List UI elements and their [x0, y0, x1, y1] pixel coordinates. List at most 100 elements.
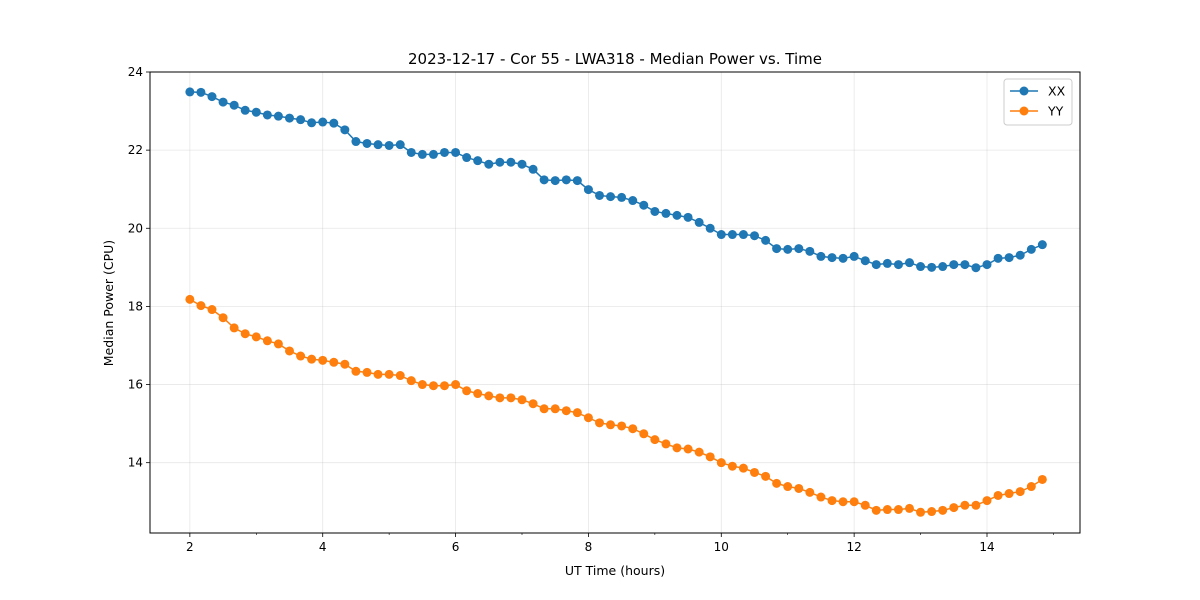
series-xx	[185, 87, 1047, 273]
data-point-yy	[783, 482, 793, 492]
data-point-xx	[428, 149, 438, 159]
series-layer	[185, 87, 1047, 517]
data-point-xx	[971, 263, 981, 273]
data-point-yy	[207, 305, 217, 315]
data-point-xx	[1037, 240, 1047, 250]
y-tick-label: 22	[128, 143, 143, 157]
data-point-yy	[351, 366, 361, 376]
data-point-yy	[1004, 489, 1014, 499]
data-point-yy	[484, 391, 494, 401]
data-point-xx	[506, 157, 516, 167]
data-point-xx	[606, 192, 616, 202]
data-point-xx	[639, 200, 649, 210]
data-point-xx	[561, 175, 571, 185]
data-point-yy	[451, 380, 461, 390]
data-point-yy	[373, 369, 383, 379]
data-point-xx	[296, 115, 306, 125]
data-point-yy	[993, 490, 1003, 500]
data-point-xx	[550, 176, 560, 186]
data-point-xx	[871, 260, 881, 270]
x-tick-label: 2	[186, 540, 194, 554]
data-point-xx	[517, 159, 527, 169]
data-point-xx	[495, 157, 505, 167]
chart-title: 2023-12-17 - Cor 55 - LWA318 - Median Po…	[408, 50, 822, 68]
data-point-yy	[528, 399, 538, 409]
data-point-xx	[993, 253, 1003, 263]
legend: XX YY	[1003, 78, 1073, 126]
data-point-xx	[816, 251, 826, 261]
y-tick-label: 16	[128, 378, 143, 392]
data-point-yy	[218, 313, 228, 323]
x-tick-label: 10	[714, 540, 729, 554]
data-point-yy	[517, 395, 527, 405]
data-point-yy	[716, 458, 726, 468]
data-point-xx	[1004, 253, 1014, 263]
y-tick-label: 14	[128, 456, 143, 470]
data-point-yy	[949, 503, 959, 513]
data-point-yy	[661, 439, 671, 449]
data-point-xx	[595, 190, 605, 200]
data-point-xx	[650, 206, 660, 216]
data-point-yy	[860, 500, 870, 510]
data-point-xx	[860, 256, 870, 266]
data-point-xx	[185, 87, 195, 97]
data-point-yy	[617, 421, 627, 431]
data-point-yy	[262, 336, 272, 346]
data-point-xx	[938, 262, 948, 272]
data-point-yy	[307, 354, 317, 364]
data-point-yy	[240, 329, 250, 339]
data-point-yy	[539, 404, 549, 414]
data-point-xx	[949, 260, 959, 270]
data-point-xx	[1026, 244, 1036, 254]
x-tick-label: 8	[585, 540, 593, 554]
data-point-yy	[273, 339, 283, 349]
data-point-xx	[451, 147, 461, 157]
x-axis-label: UT Time (hours)	[565, 563, 665, 578]
data-point-xx	[849, 251, 859, 261]
data-point-yy	[340, 359, 350, 369]
data-point-xx	[927, 262, 937, 272]
data-point-yy	[561, 406, 571, 416]
data-point-yy	[406, 376, 416, 386]
data-point-yy	[285, 346, 294, 356]
data-point-xx	[285, 113, 294, 123]
data-point-xx	[218, 97, 228, 107]
data-point-yy	[572, 408, 582, 418]
data-point-yy	[871, 505, 881, 515]
data-point-xx	[882, 258, 892, 268]
data-point-yy	[982, 496, 992, 506]
data-point-yy	[495, 393, 505, 403]
data-point-xx	[916, 262, 926, 272]
data-point-xx	[462, 153, 472, 163]
data-point-xx	[694, 217, 704, 227]
data-point-yy	[738, 463, 748, 473]
data-point-yy	[550, 404, 560, 414]
data-point-yy	[229, 323, 239, 333]
data-point-xx	[229, 100, 239, 110]
data-point-yy	[185, 294, 195, 304]
data-point-yy	[960, 500, 970, 510]
data-point-xx	[628, 196, 638, 206]
data-point-xx	[727, 230, 737, 240]
data-point-yy	[772, 478, 782, 488]
data-point-xx	[794, 244, 804, 254]
data-point-xx	[1015, 250, 1025, 260]
data-point-yy	[628, 424, 638, 434]
data-point-yy	[672, 443, 682, 453]
data-point-xx	[273, 111, 283, 121]
x-tick-label: 14	[979, 540, 994, 554]
data-point-yy	[882, 505, 892, 515]
data-point-yy	[650, 435, 660, 445]
y-tick-label: 18	[128, 299, 143, 313]
data-point-yy	[705, 452, 715, 462]
data-point-xx	[340, 125, 350, 135]
data-point-xx	[262, 110, 272, 120]
data-point-xx	[772, 244, 782, 254]
data-point-yy	[417, 380, 427, 390]
data-point-yy	[639, 429, 649, 439]
data-point-xx	[683, 212, 693, 222]
data-point-yy	[927, 507, 937, 517]
data-point-yy	[794, 483, 804, 493]
data-point-yy	[893, 505, 903, 515]
